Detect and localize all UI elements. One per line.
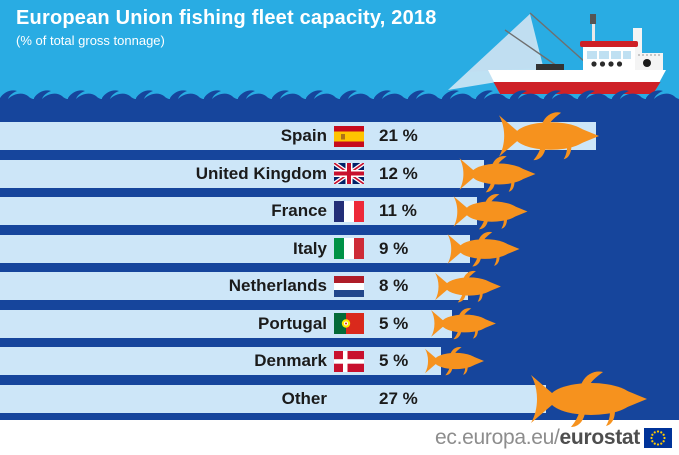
footer: ec.europa.eu/eurostat — [0, 420, 679, 455]
country-label: Italy — [292, 238, 327, 258]
table-row: United Kingdom 12 % — [0, 155, 679, 192]
chart-area: Spain 21 % United Kingdom — [0, 112, 679, 427]
url-prefix: ec.europa.eu/ — [435, 425, 560, 449]
flag-netherlands-icon — [334, 275, 364, 297]
table-row: Denmark 5 % — [0, 346, 679, 376]
value-label: 11 % — [379, 201, 417, 220]
value-label: 9 % — [379, 238, 409, 258]
table-row: Spain 21 % — [0, 112, 679, 161]
page-subtitle: (% of total gross tonnage) — [16, 33, 165, 48]
flag-portugal-icon — [334, 313, 364, 334]
country-label: Spain — [280, 126, 327, 145]
table-row: Other 27 % — [0, 371, 679, 427]
wave-border — [0, 88, 679, 112]
table-row: France 11 % — [0, 193, 679, 229]
country-label: Other — [281, 388, 327, 408]
flag-united-kingdom-icon — [334, 163, 364, 184]
country-label: Netherlands — [228, 276, 327, 295]
bar-other: Other 27 % — [0, 384, 546, 413]
value-label: 5 % — [379, 313, 409, 333]
fish-icon — [458, 155, 537, 193]
fish-icon — [434, 270, 502, 303]
fish-icon — [430, 307, 497, 340]
fish-icon — [528, 370, 650, 428]
fish-icon — [452, 193, 529, 230]
value-label: 21 % — [379, 126, 418, 145]
bar-italy: Italy 9 % — [0, 234, 470, 263]
value-label: 27 % — [379, 388, 418, 408]
fish-icon — [424, 346, 485, 376]
table-row: Italy 9 % — [0, 231, 679, 266]
flag-denmark-icon — [334, 350, 364, 372]
country-label: United Kingdom — [195, 163, 327, 183]
eu-flag-icon — [644, 427, 672, 448]
country-label: France — [271, 201, 327, 220]
value-label: 8 % — [379, 276, 409, 295]
url-eurostat: eurostat — [559, 425, 641, 449]
bar-france: France 11 % — [0, 197, 477, 225]
bar-spain: Spain 21 % — [0, 122, 596, 150]
fish-icon — [497, 111, 601, 161]
table-row: Portugal 5 % — [0, 307, 679, 340]
eurostat-url: ec.europa.eu/eurostat — [435, 426, 640, 450]
flag-spain-icon — [334, 125, 364, 147]
country-label: Portugal — [258, 313, 327, 333]
page-title: European Union fishing fleet capacity, 2… — [16, 7, 437, 29]
flag-france-icon — [334, 200, 364, 222]
flag-italy-icon — [334, 238, 364, 259]
fishing-trawler-icon — [448, 0, 674, 100]
value-label: 12 % — [379, 163, 418, 183]
bar-denmark: Denmark 5 % — [0, 347, 441, 375]
bar-united-kingdom: United Kingdom 12 % — [0, 159, 484, 188]
country-label: Denmark — [254, 351, 327, 370]
bar-portugal: Portugal 5 % — [0, 309, 452, 338]
fish-icon — [446, 231, 521, 267]
bar-netherlands: Netherlands 8 % — [0, 272, 468, 300]
value-label: 5 % — [379, 351, 409, 370]
table-row: Netherlands 8 % — [0, 270, 679, 303]
